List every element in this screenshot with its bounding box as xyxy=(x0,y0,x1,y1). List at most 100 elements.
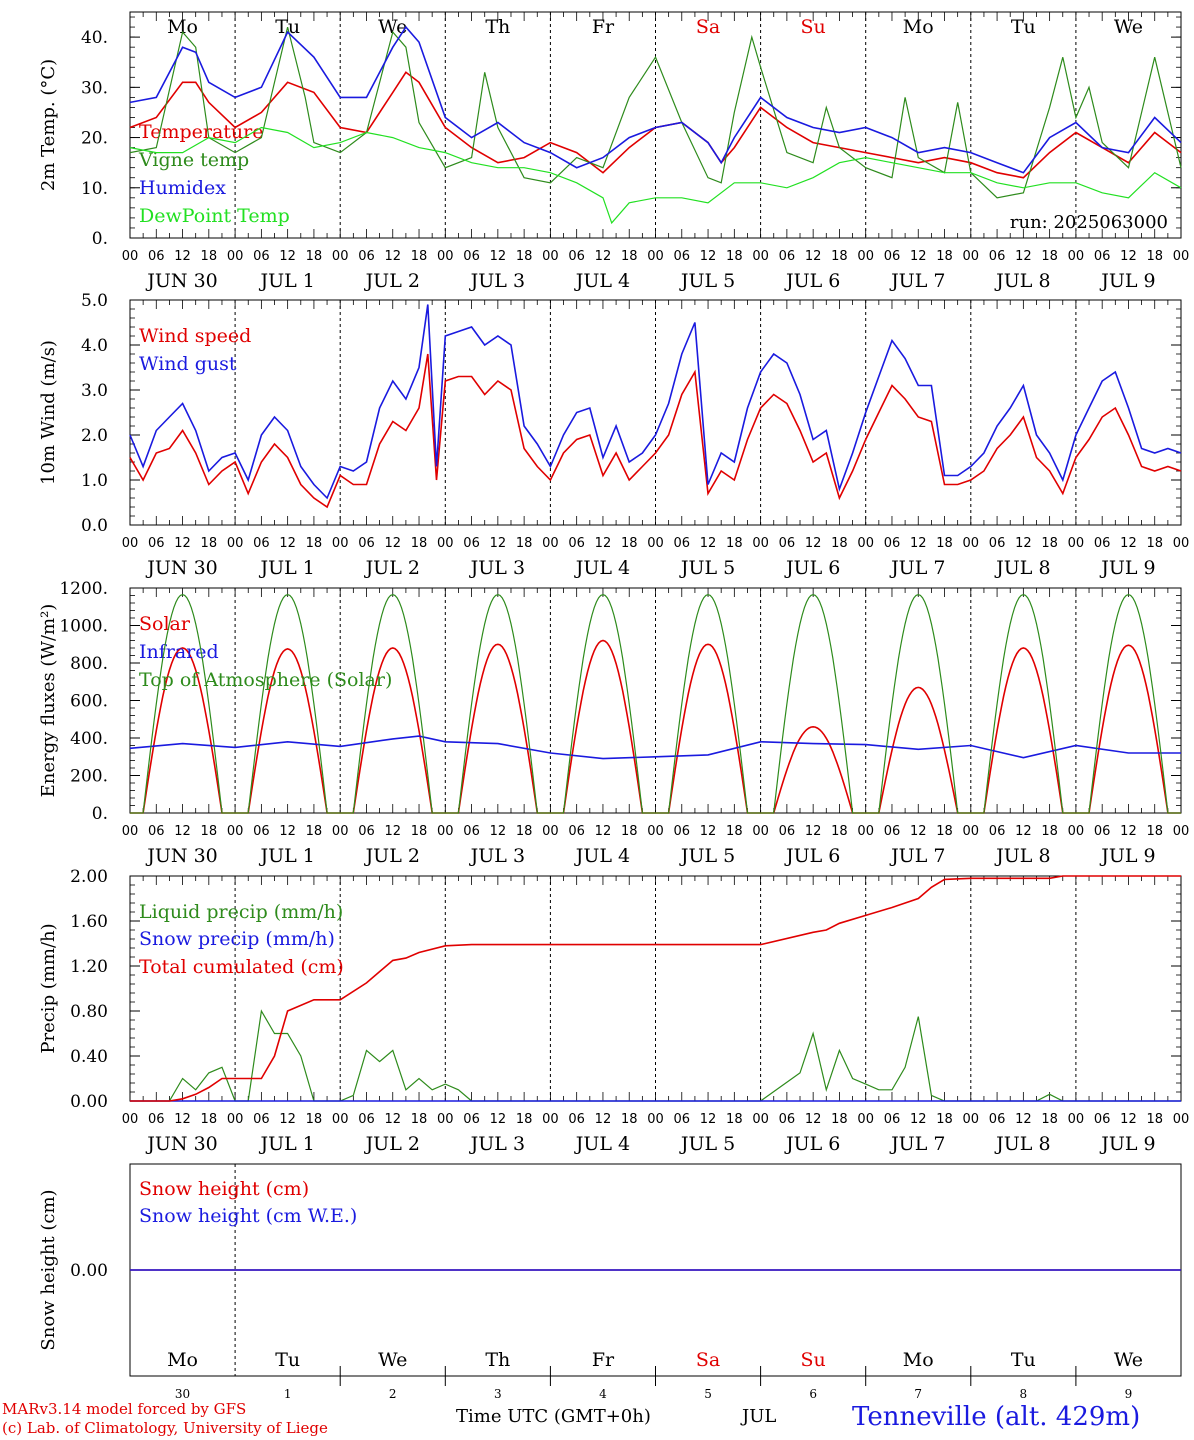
hour-tick-label: 18 xyxy=(201,1112,218,1127)
day-number-label: 1 xyxy=(284,1387,292,1401)
hour-tick-label: 06 xyxy=(674,1112,691,1127)
hour-tick-label: 00 xyxy=(857,824,874,839)
legend-entry: Wind gust xyxy=(139,353,237,375)
hour-tick-label: 12 xyxy=(490,824,507,839)
date-label: JUL 8 xyxy=(994,270,1050,292)
hour-tick-label: 18 xyxy=(1041,536,1058,551)
y-tick-label: 200. xyxy=(70,767,108,787)
day-number-label: 6 xyxy=(809,1387,817,1401)
legend-entry: Top of Atmosphere (Solar) xyxy=(139,669,392,691)
date-label: JUL 7 xyxy=(889,1133,945,1155)
hour-tick-label: 18 xyxy=(831,536,848,551)
y-axis-label: 2m Temp. (°C) xyxy=(38,59,59,191)
hour-tick-label: 00 xyxy=(857,249,874,264)
hour-tick-label: 12 xyxy=(279,536,296,551)
hour-tick-label: 12 xyxy=(805,1112,822,1127)
hour-tick-label: 00 xyxy=(1068,536,1085,551)
hour-tick-label: 00 xyxy=(1173,1112,1190,1127)
date-label: JUN 30 xyxy=(145,1133,217,1155)
panel-2: 0.0 1.0 2.0 3.0 4.0 5.0 10m Wind (m/s) 00 06 12 18… xyxy=(38,291,1189,579)
date-label: JUL 9 xyxy=(1099,557,1155,579)
legend-entry: Temperature xyxy=(139,121,263,143)
date-label: JUL 3 xyxy=(469,270,525,292)
date-label: JUL 9 xyxy=(1099,270,1155,292)
date-label: JUL 1 xyxy=(258,557,314,579)
hour-tick-label: 12 xyxy=(174,824,191,839)
hour-tick-label: 12 xyxy=(1015,536,1032,551)
hour-tick-label: 18 xyxy=(726,249,743,264)
series-line xyxy=(130,875,1181,1102)
hour-tick-label: 18 xyxy=(411,249,428,264)
y-tick-label: 0.00 xyxy=(70,1261,108,1281)
y-axis-label: 10m Wind (m/s) xyxy=(38,340,59,485)
hour-tick-label: 06 xyxy=(1094,824,1111,839)
month-label: JUL xyxy=(742,1406,777,1427)
hour-tick-label: 06 xyxy=(568,249,585,264)
hour-tick-label: 00 xyxy=(752,249,769,264)
hour-tick-label: 12 xyxy=(279,824,296,839)
hour-tick-label: 12 xyxy=(910,249,927,264)
series-line xyxy=(129,735,1181,760)
hour-tick-label: 06 xyxy=(568,536,585,551)
hour-tick-label: 18 xyxy=(1041,1112,1058,1127)
date-label: JUL 6 xyxy=(784,270,840,292)
hour-tick-label: 18 xyxy=(621,536,638,551)
y-tick-label: 0.80 xyxy=(70,1002,108,1022)
date-label: JUL 1 xyxy=(258,845,314,867)
hour-tick-label: 12 xyxy=(805,536,822,551)
hour-tick-label: 00 xyxy=(227,1112,244,1127)
hour-tick-label: 06 xyxy=(253,824,270,839)
day-number-label: 30 xyxy=(175,1387,190,1401)
date-label: JUL 3 xyxy=(469,845,525,867)
hour-tick-label: 12 xyxy=(279,249,296,264)
hour-tick-label: 12 xyxy=(700,824,717,839)
hour-tick-label: 06 xyxy=(884,824,901,839)
weekday-label: Mo xyxy=(167,16,198,38)
hour-tick-label: 06 xyxy=(779,824,796,839)
date-label: JUL 9 xyxy=(1099,845,1155,867)
hour-tick-label: 00 xyxy=(122,1112,139,1127)
hour-tick-label: 18 xyxy=(831,1112,848,1127)
date-label: JUL 5 xyxy=(679,557,735,579)
date-label: JUL 8 xyxy=(994,1133,1050,1155)
weekday-label: Su xyxy=(801,16,826,38)
date-label: JUL 4 xyxy=(574,1133,630,1155)
hour-tick-label: 06 xyxy=(779,1112,796,1127)
hour-tick-label: 06 xyxy=(674,824,691,839)
hour-tick-label: 18 xyxy=(621,249,638,264)
series-line xyxy=(129,353,1182,509)
hour-tick-label: 12 xyxy=(595,824,612,839)
series-line xyxy=(129,26,1182,199)
hour-tick-label: 06 xyxy=(463,249,480,264)
y-axis-label: Energy fluxes (W/m²) xyxy=(38,604,59,798)
series-line xyxy=(129,25,1182,174)
hour-tick-label: 00 xyxy=(122,249,139,264)
y-tick-label: 0.0 xyxy=(81,516,108,536)
hour-tick-label: 06 xyxy=(989,824,1006,839)
hour-tick-label: 12 xyxy=(805,824,822,839)
hour-tick-label: 12 xyxy=(1015,824,1032,839)
date-label: JUL 5 xyxy=(679,270,735,292)
hour-tick-label: 18 xyxy=(1146,249,1163,264)
hour-tick-label: 06 xyxy=(148,824,165,839)
date-label: JUL 7 xyxy=(889,270,945,292)
date-label: JUL 8 xyxy=(994,845,1050,867)
y-tick-label: 0. xyxy=(92,804,108,824)
date-label: JUN 30 xyxy=(145,270,217,292)
weekday-label: Fr xyxy=(592,16,615,38)
hour-tick-label: 06 xyxy=(779,536,796,551)
panel-1: 0. 10. 20. 30. 40. 2m Temp. (°C) 00 06 12 18 JUN 3… xyxy=(38,11,1189,292)
hour-tick-label: 00 xyxy=(332,824,349,839)
hour-tick-label: 12 xyxy=(910,536,927,551)
hour-tick-label: 00 xyxy=(227,824,244,839)
hour-tick-label: 00 xyxy=(857,1112,874,1127)
weekday-label: Mo xyxy=(903,1349,934,1371)
plot-frame xyxy=(129,587,1182,814)
weekday-label: Tu xyxy=(1011,16,1036,38)
y-tick-label: 1.20 xyxy=(70,957,108,977)
hour-tick-label: 12 xyxy=(490,1112,507,1127)
weekday-label: We xyxy=(1114,1349,1143,1371)
hour-tick-label: 18 xyxy=(936,249,953,264)
hour-tick-label: 12 xyxy=(174,249,191,264)
